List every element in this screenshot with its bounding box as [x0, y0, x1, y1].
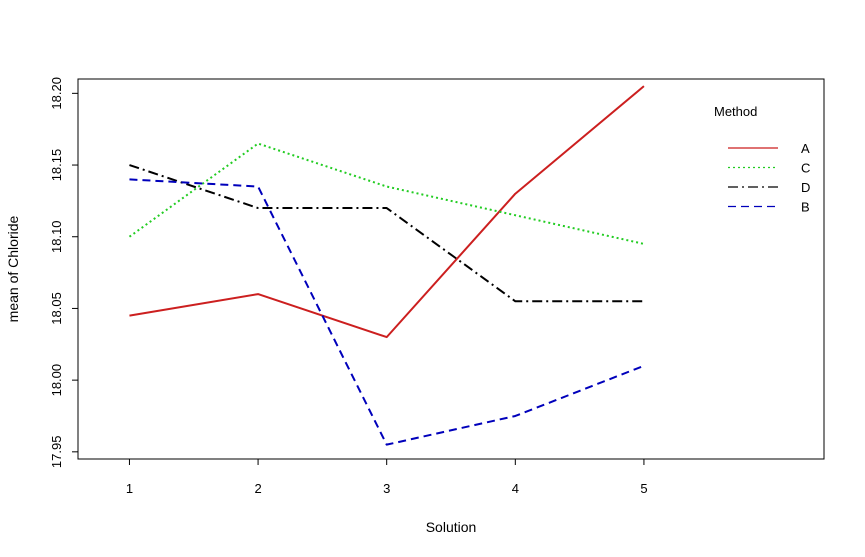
x-tick-label: 5: [640, 481, 647, 496]
legend-title: Method: [714, 104, 757, 119]
y-tick-label: 18.10: [49, 220, 64, 253]
legend-label-a: A: [801, 141, 810, 156]
series-line-b: [129, 178, 645, 446]
y-tick-label: 17.95: [49, 436, 64, 469]
y-axis-title: mean of Chloride: [5, 215, 21, 322]
x-tick-label: 1: [126, 481, 133, 496]
y-tick-label: 18.20: [49, 77, 64, 110]
x-tick-label: 4: [512, 481, 519, 496]
y-tick-label: 18.00: [49, 364, 64, 397]
x-axis-title: Solution: [426, 519, 477, 535]
series-line-d: [129, 164, 644, 303]
x-tick-label: 3: [383, 481, 390, 496]
y-tick-label: 18.15: [49, 149, 64, 182]
series-lines: [128, 85, 645, 446]
x-axis: 1 2 3 4 5: [126, 458, 648, 496]
y-tick-label: 18.05: [49, 292, 64, 325]
legend-label-b: B: [801, 200, 810, 215]
legend-label-c: C: [801, 161, 810, 176]
series-line-a: [129, 85, 645, 339]
legend-label-d: D: [801, 180, 810, 195]
plot-frame: [77, 78, 825, 460]
series-line-c: [128, 142, 645, 245]
x-tick-label: 2: [254, 481, 261, 496]
y-axis: 17.95 18.00 18.05 18.10 18.15 18.20: [49, 77, 79, 469]
